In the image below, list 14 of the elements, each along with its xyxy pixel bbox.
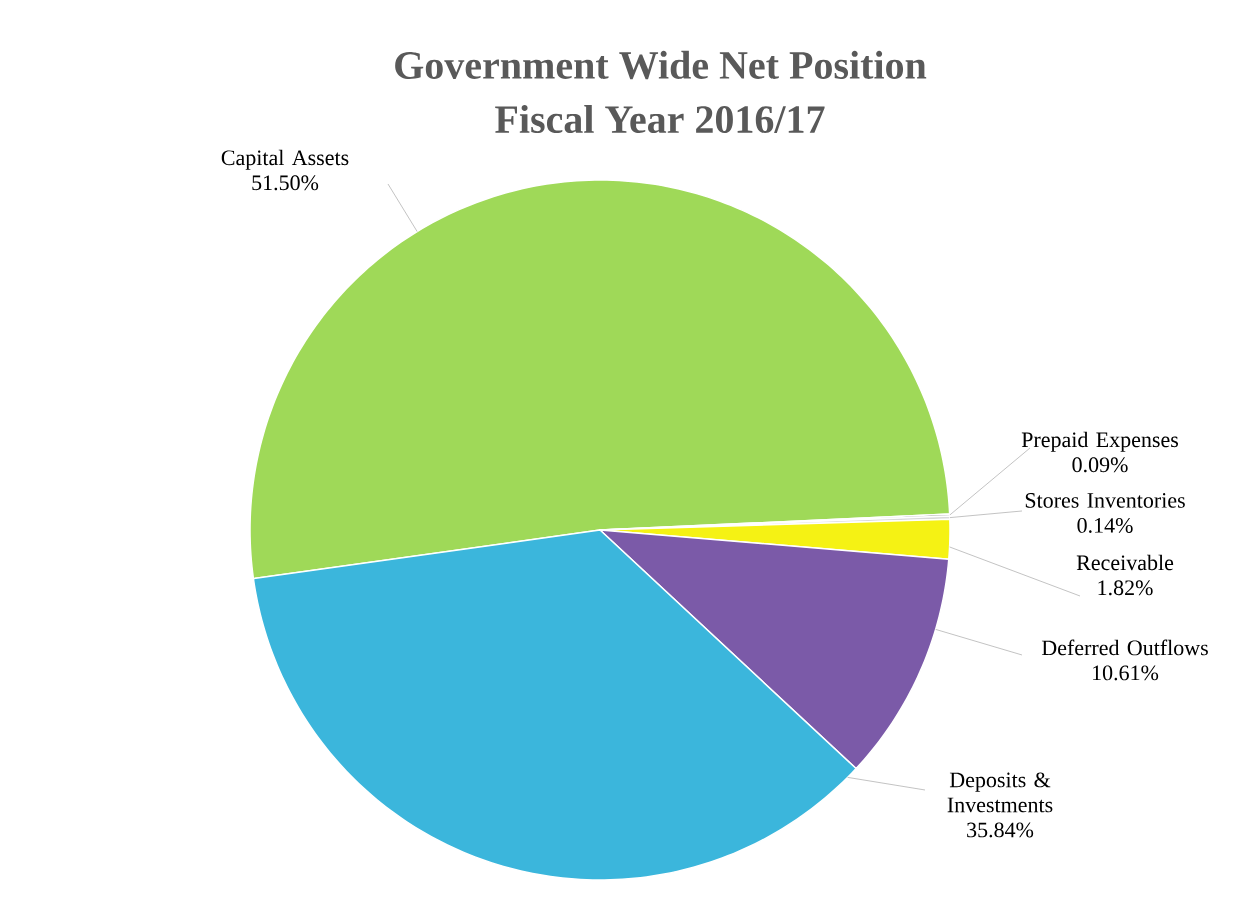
chart-subtitle: Fiscal Year 2016/17 [495, 104, 825, 134]
data-label: 35.84% [967, 822, 1034, 838]
data-label: 10.61% [1093, 665, 1159, 681]
chart-title: Government Wide Net Position [395, 50, 927, 80]
slice-label: Deposits & Investments [947, 772, 1053, 813]
slice-label: Receivable [1076, 554, 1174, 571]
data-label: 51.50% [252, 175, 319, 191]
data-label: 0.09% [1072, 457, 1128, 473]
slice-label: Stores Inventories [1025, 493, 1185, 508]
slice-label: Capital Assets [221, 149, 349, 170]
slice-label: Prepaid Expenses [1021, 431, 1179, 452]
data-label: 1.82% [1098, 580, 1153, 596]
slice-label: Deferred Outflows [1041, 639, 1208, 656]
data-label: 0.14% [1077, 517, 1133, 533]
